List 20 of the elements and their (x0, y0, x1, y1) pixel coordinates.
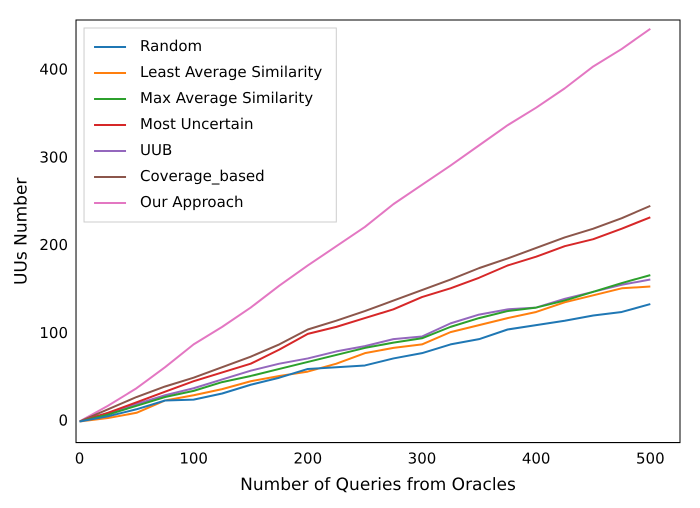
x-tick-label: 200 (293, 449, 322, 468)
y-tick-label: 0 (58, 411, 68, 430)
x-tick-label: 400 (522, 449, 550, 468)
x-tick-label: 100 (179, 449, 208, 468)
x-tick-label: 300 (408, 449, 436, 468)
legend-label: Our Approach (140, 192, 244, 211)
y-tick-label: 200 (39, 236, 68, 254)
x-tick-label: 0 (74, 449, 84, 468)
legend-label: Random (140, 36, 202, 55)
y-axis-title: UUs Number (12, 178, 32, 286)
legend-label: Least Average Similarity (140, 62, 322, 81)
y-tick-label: 100 (39, 324, 68, 342)
legend-label: Most Uncertain (140, 114, 254, 133)
y-tick-label: 300 (39, 148, 68, 166)
y-tick-label: 400 (39, 60, 68, 79)
legend-label: Coverage_based (140, 166, 265, 185)
legend-label: UUB (140, 140, 172, 159)
x-tick-label: 500 (636, 449, 665, 468)
legend-label: Max Average Similarity (140, 88, 314, 107)
x-axis-title: Number of Queries from Oracles (240, 475, 516, 496)
